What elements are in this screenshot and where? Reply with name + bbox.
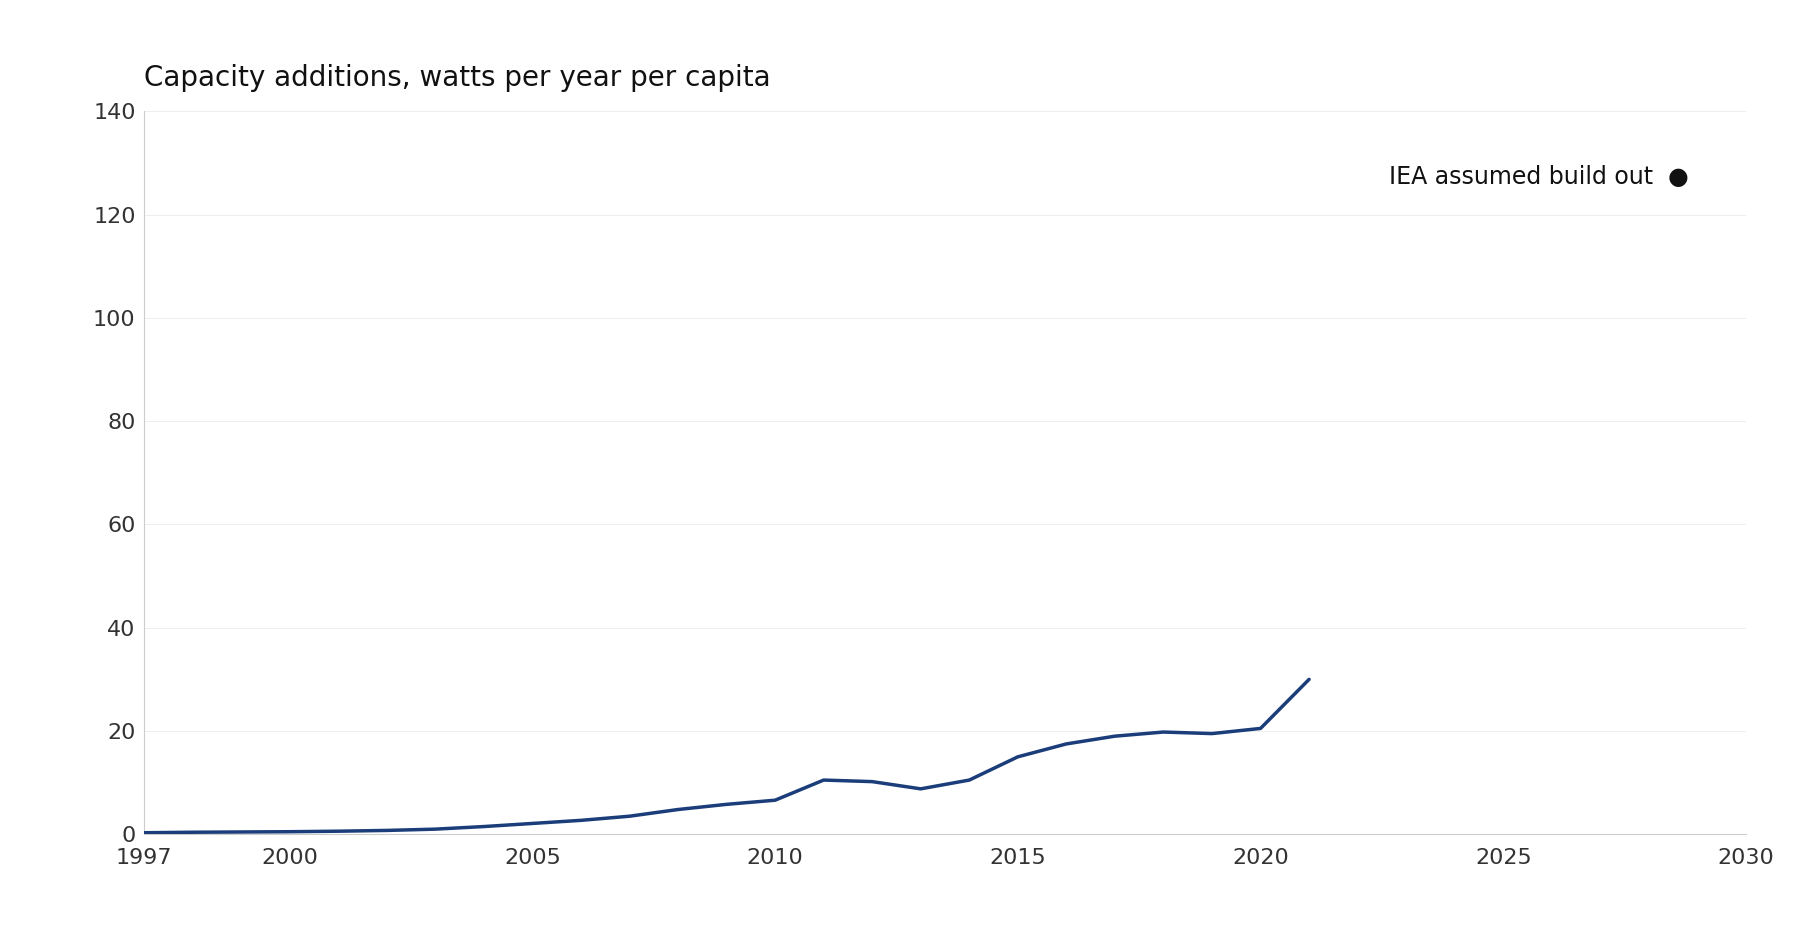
Text: Capacity additions, watts per year per capita: Capacity additions, watts per year per c…: [144, 64, 770, 93]
Text: IEA assumed build out  ●: IEA assumed build out ●: [1388, 165, 1688, 189]
